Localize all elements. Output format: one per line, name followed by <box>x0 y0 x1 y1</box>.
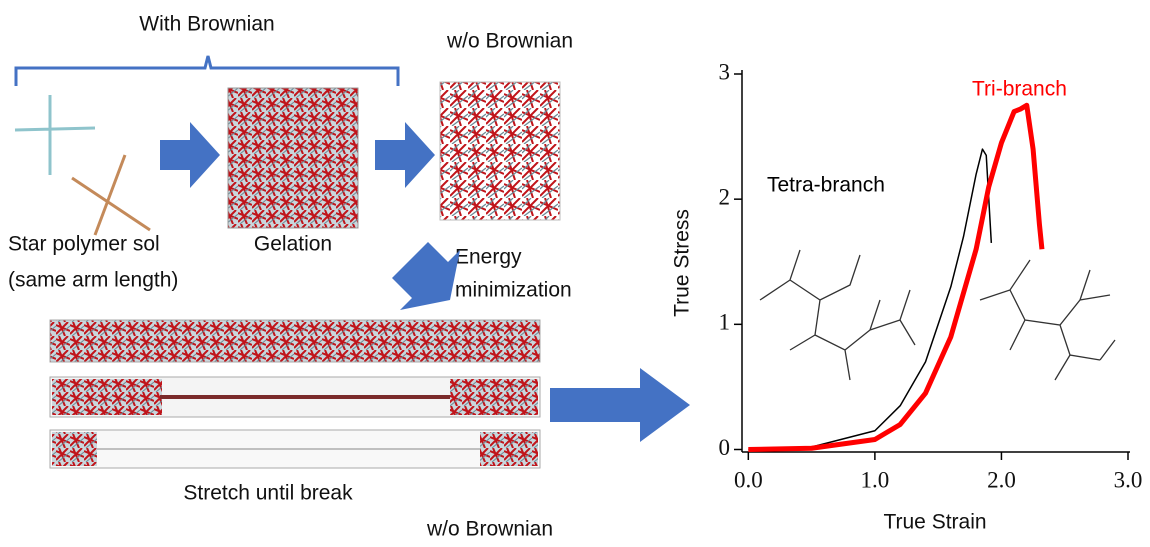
y-axis-label: True Stress <box>671 209 694 317</box>
x-tick-label: 2.0 <box>987 467 1016 492</box>
star-polymer <box>15 95 95 175</box>
figure: With Brownian w/o Brownian Star polymer … <box>0 0 1150 542</box>
series-label: Tri-branch <box>972 78 1067 101</box>
diagram: With Brownian w/o Brownian Star polymer … <box>8 13 690 541</box>
y-tick-label: 1 <box>719 310 731 335</box>
label: w/o Brownian <box>446 30 573 53</box>
bracket <box>16 56 398 86</box>
line <box>748 105 1042 449</box>
label: With Brownian <box>139 13 274 36</box>
y-tick-label: 0 <box>719 435 731 460</box>
y-tick-label: 3 <box>719 59 731 84</box>
label: Energy <box>455 246 522 269</box>
x-tick-label: 1.0 <box>861 467 890 492</box>
label: Star polymer sol <box>8 233 160 256</box>
label: minimization <box>455 279 572 302</box>
label: w/o Brownian <box>426 518 553 541</box>
fragment <box>52 379 162 415</box>
label: Stretch until break <box>183 482 353 505</box>
y-tick-label: 2 <box>719 184 731 209</box>
gel-box <box>228 88 358 228</box>
arrow <box>392 242 460 310</box>
x-tick-label: 0.0 <box>734 467 763 492</box>
stretch-box <box>50 320 540 362</box>
series-label: Tetra-branch <box>767 174 885 197</box>
arrow <box>550 368 690 442</box>
x-axis-label: True Strain <box>883 511 986 534</box>
label: (same arm length) <box>8 269 178 292</box>
star-polymer <box>72 155 150 235</box>
min-box <box>440 82 560 220</box>
network-sketch <box>980 260 1115 380</box>
label: Gelation <box>254 233 332 256</box>
fragment <box>480 432 538 466</box>
fragment <box>450 379 538 415</box>
network-sketch <box>760 250 915 380</box>
arrow <box>160 122 220 188</box>
arrow <box>375 122 435 188</box>
fragment <box>52 432 97 466</box>
x-tick-label: 3.0 <box>1114 467 1143 492</box>
